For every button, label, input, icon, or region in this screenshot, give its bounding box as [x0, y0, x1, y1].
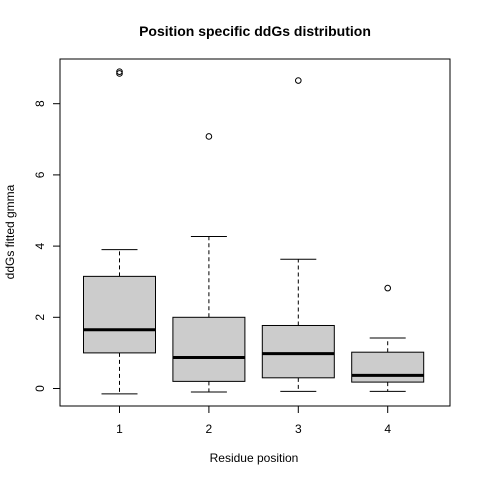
y-tick-label: 2 [33, 314, 47, 321]
y-axis-label: ddGs fitted gmma [3, 184, 17, 279]
y-tick-label: 8 [33, 100, 47, 107]
x-axis: 1 2 3 4 [116, 405, 391, 436]
iqr-box [261, 324, 335, 379]
y-tick-label: 0 [33, 385, 47, 392]
iqr-box [172, 316, 246, 382]
box-2 [172, 133, 246, 393]
chart-title: Position specific ddGs distribution [139, 23, 371, 39]
x-tick-label: 3 [295, 422, 302, 436]
box-4 [351, 284, 425, 392]
iqr-box [351, 351, 425, 383]
x-tick-label: 1 [116, 422, 123, 436]
outlier-point [116, 70, 123, 77]
x-axis-label: Residue position [210, 451, 299, 465]
outlier-point [295, 77, 302, 84]
y-tick-label: 4 [33, 242, 47, 249]
box-3 [261, 77, 335, 392]
boxes-group [83, 68, 425, 395]
x-tick-label: 4 [384, 422, 391, 436]
outlier-point [205, 133, 213, 140]
outlier-point [116, 68, 123, 75]
x-tick-label: 2 [206, 422, 213, 436]
box-1 [83, 68, 156, 395]
y-axis: 0 2 4 6 8 [33, 100, 61, 392]
y-tick-label: 6 [33, 171, 47, 178]
outlier-point [384, 284, 392, 292]
iqr-box [83, 275, 156, 354]
